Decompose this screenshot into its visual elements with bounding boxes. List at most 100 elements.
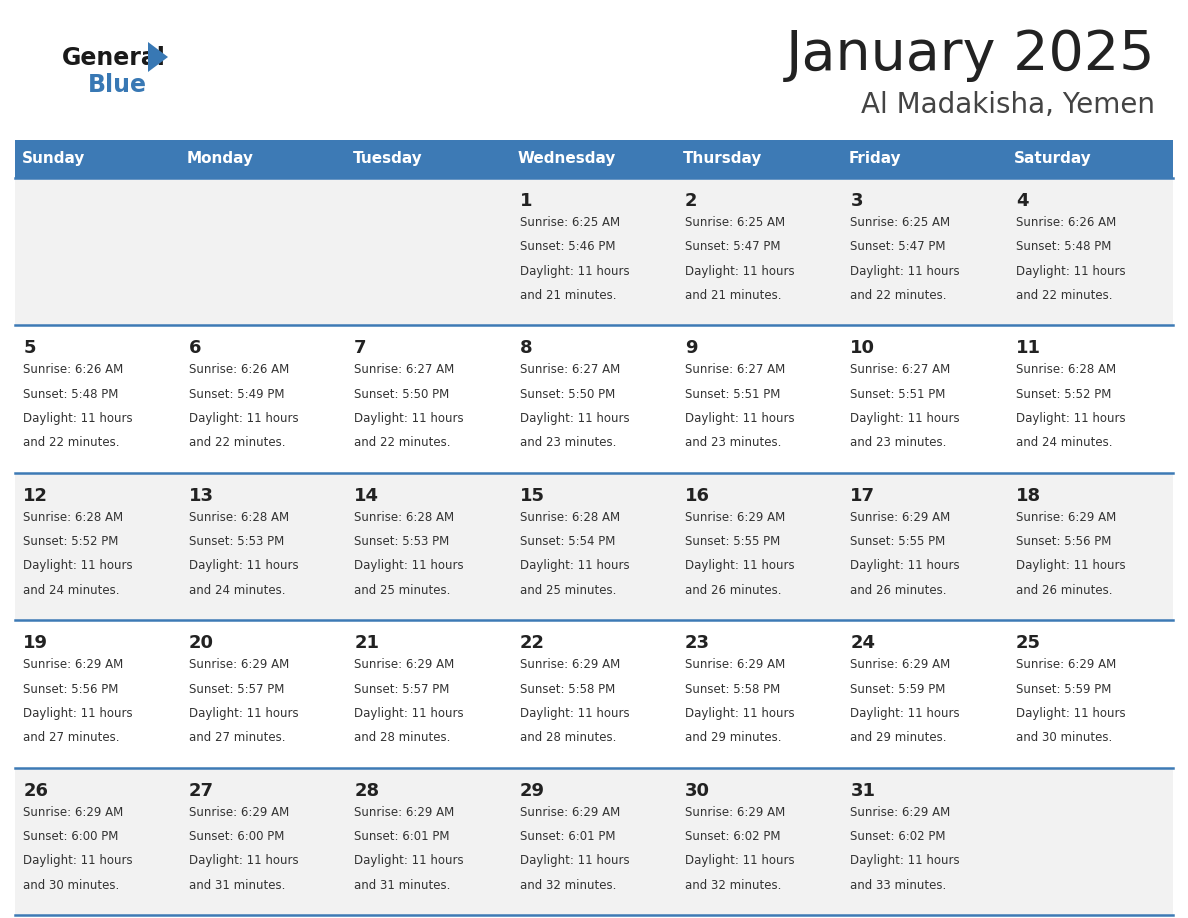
- Text: Sunset: 5:52 PM: Sunset: 5:52 PM: [1016, 387, 1111, 401]
- Text: 28: 28: [354, 781, 379, 800]
- Text: 7: 7: [354, 340, 367, 357]
- Text: Sunrise: 6:28 AM: Sunrise: 6:28 AM: [189, 510, 289, 524]
- Text: and 22 minutes.: and 22 minutes.: [1016, 289, 1112, 302]
- Bar: [15, 325, 1173, 473]
- Text: Thursday: Thursday: [683, 151, 763, 166]
- Text: Daylight: 11 hours: Daylight: 11 hours: [1016, 412, 1125, 425]
- Text: General: General: [62, 46, 166, 70]
- Text: Sunset: 5:55 PM: Sunset: 5:55 PM: [851, 535, 946, 548]
- Text: Daylight: 11 hours: Daylight: 11 hours: [1016, 707, 1125, 720]
- Text: and 24 minutes.: and 24 minutes.: [189, 584, 285, 597]
- Text: Daylight: 11 hours: Daylight: 11 hours: [851, 559, 960, 573]
- Text: Sunset: 5:53 PM: Sunset: 5:53 PM: [354, 535, 449, 548]
- Text: Daylight: 11 hours: Daylight: 11 hours: [354, 707, 463, 720]
- Text: and 30 minutes.: and 30 minutes.: [1016, 731, 1112, 744]
- Text: and 29 minutes.: and 29 minutes.: [851, 731, 947, 744]
- Text: Sunset: 5:54 PM: Sunset: 5:54 PM: [519, 535, 615, 548]
- Text: Sunrise: 6:27 AM: Sunrise: 6:27 AM: [851, 364, 950, 376]
- Text: Sunrise: 6:28 AM: Sunrise: 6:28 AM: [519, 510, 620, 524]
- Text: Sunday: Sunday: [21, 151, 86, 166]
- Text: and 27 minutes.: and 27 minutes.: [24, 731, 120, 744]
- Text: Sunrise: 6:29 AM: Sunrise: 6:29 AM: [354, 658, 454, 671]
- Text: 9: 9: [685, 340, 697, 357]
- Text: Sunset: 6:02 PM: Sunset: 6:02 PM: [851, 830, 946, 843]
- Text: 12: 12: [24, 487, 49, 505]
- Text: and 23 minutes.: and 23 minutes.: [851, 436, 947, 450]
- Text: 27: 27: [189, 781, 214, 800]
- Text: 3: 3: [851, 192, 862, 210]
- Text: Sunrise: 6:28 AM: Sunrise: 6:28 AM: [354, 510, 454, 524]
- Text: 4: 4: [1016, 192, 1029, 210]
- Text: Sunrise: 6:29 AM: Sunrise: 6:29 AM: [685, 806, 785, 819]
- Text: and 31 minutes.: and 31 minutes.: [354, 879, 450, 891]
- Text: Daylight: 11 hours: Daylight: 11 hours: [24, 559, 133, 573]
- Text: Friday: Friday: [848, 151, 902, 166]
- Text: and 33 minutes.: and 33 minutes.: [851, 879, 947, 891]
- Text: Daylight: 11 hours: Daylight: 11 hours: [519, 264, 630, 277]
- Text: Sunrise: 6:29 AM: Sunrise: 6:29 AM: [1016, 510, 1116, 524]
- Text: 5: 5: [24, 340, 36, 357]
- Text: Blue: Blue: [88, 73, 147, 97]
- Text: 26: 26: [24, 781, 49, 800]
- Text: Saturday: Saturday: [1015, 151, 1092, 166]
- Text: and 23 minutes.: and 23 minutes.: [519, 436, 615, 450]
- Text: Daylight: 11 hours: Daylight: 11 hours: [189, 559, 298, 573]
- Bar: [15, 473, 1173, 621]
- Text: Sunset: 6:02 PM: Sunset: 6:02 PM: [685, 830, 781, 843]
- Text: and 22 minutes.: and 22 minutes.: [189, 436, 285, 450]
- Text: and 21 minutes.: and 21 minutes.: [519, 289, 617, 302]
- Bar: [15, 621, 1173, 767]
- Text: Sunset: 5:52 PM: Sunset: 5:52 PM: [24, 535, 119, 548]
- Text: 17: 17: [851, 487, 876, 505]
- Text: Daylight: 11 hours: Daylight: 11 hours: [354, 412, 463, 425]
- Text: and 23 minutes.: and 23 minutes.: [685, 436, 782, 450]
- Text: Sunrise: 6:29 AM: Sunrise: 6:29 AM: [24, 806, 124, 819]
- Text: Sunrise: 6:28 AM: Sunrise: 6:28 AM: [24, 510, 124, 524]
- Text: 15: 15: [519, 487, 544, 505]
- Text: 2: 2: [685, 192, 697, 210]
- Text: Daylight: 11 hours: Daylight: 11 hours: [851, 412, 960, 425]
- Text: and 26 minutes.: and 26 minutes.: [851, 584, 947, 597]
- Text: 23: 23: [685, 634, 710, 652]
- Text: Sunrise: 6:29 AM: Sunrise: 6:29 AM: [189, 806, 289, 819]
- Text: Daylight: 11 hours: Daylight: 11 hours: [519, 855, 630, 868]
- Text: 22: 22: [519, 634, 544, 652]
- Text: Sunset: 5:55 PM: Sunset: 5:55 PM: [685, 535, 781, 548]
- Text: and 22 minutes.: and 22 minutes.: [851, 289, 947, 302]
- Text: Sunrise: 6:25 AM: Sunrise: 6:25 AM: [851, 216, 950, 229]
- Text: Sunrise: 6:29 AM: Sunrise: 6:29 AM: [851, 510, 950, 524]
- Text: Daylight: 11 hours: Daylight: 11 hours: [24, 707, 133, 720]
- Text: 8: 8: [519, 340, 532, 357]
- Text: Sunset: 5:48 PM: Sunset: 5:48 PM: [24, 387, 119, 401]
- Text: Sunset: 5:51 PM: Sunset: 5:51 PM: [851, 387, 946, 401]
- Polygon shape: [148, 42, 168, 72]
- Text: 19: 19: [24, 634, 49, 652]
- Text: Al Madakisha, Yemen: Al Madakisha, Yemen: [861, 91, 1155, 119]
- Text: Sunrise: 6:26 AM: Sunrise: 6:26 AM: [189, 364, 289, 376]
- Text: Sunset: 5:57 PM: Sunset: 5:57 PM: [354, 682, 449, 696]
- Text: and 32 minutes.: and 32 minutes.: [685, 879, 782, 891]
- Text: Daylight: 11 hours: Daylight: 11 hours: [685, 855, 795, 868]
- Text: and 22 minutes.: and 22 minutes.: [354, 436, 450, 450]
- Text: and 27 minutes.: and 27 minutes.: [189, 731, 285, 744]
- Text: Daylight: 11 hours: Daylight: 11 hours: [189, 412, 298, 425]
- Text: and 22 minutes.: and 22 minutes.: [24, 436, 120, 450]
- Text: Sunset: 5:50 PM: Sunset: 5:50 PM: [519, 387, 615, 401]
- Text: 10: 10: [851, 340, 876, 357]
- Text: Sunrise: 6:27 AM: Sunrise: 6:27 AM: [685, 364, 785, 376]
- Text: Sunrise: 6:28 AM: Sunrise: 6:28 AM: [1016, 364, 1116, 376]
- Text: Sunset: 5:50 PM: Sunset: 5:50 PM: [354, 387, 449, 401]
- Text: Daylight: 11 hours: Daylight: 11 hours: [685, 412, 795, 425]
- Bar: [15, 767, 1173, 915]
- Text: Tuesday: Tuesday: [353, 151, 422, 166]
- Text: Monday: Monday: [187, 151, 254, 166]
- Text: Daylight: 11 hours: Daylight: 11 hours: [189, 855, 298, 868]
- Text: and 31 minutes.: and 31 minutes.: [189, 879, 285, 891]
- Text: 30: 30: [685, 781, 710, 800]
- Text: Sunset: 5:51 PM: Sunset: 5:51 PM: [685, 387, 781, 401]
- Text: Sunrise: 6:29 AM: Sunrise: 6:29 AM: [851, 806, 950, 819]
- Text: and 21 minutes.: and 21 minutes.: [685, 289, 782, 302]
- Text: Daylight: 11 hours: Daylight: 11 hours: [189, 707, 298, 720]
- Text: Daylight: 11 hours: Daylight: 11 hours: [519, 412, 630, 425]
- Text: and 30 minutes.: and 30 minutes.: [24, 879, 120, 891]
